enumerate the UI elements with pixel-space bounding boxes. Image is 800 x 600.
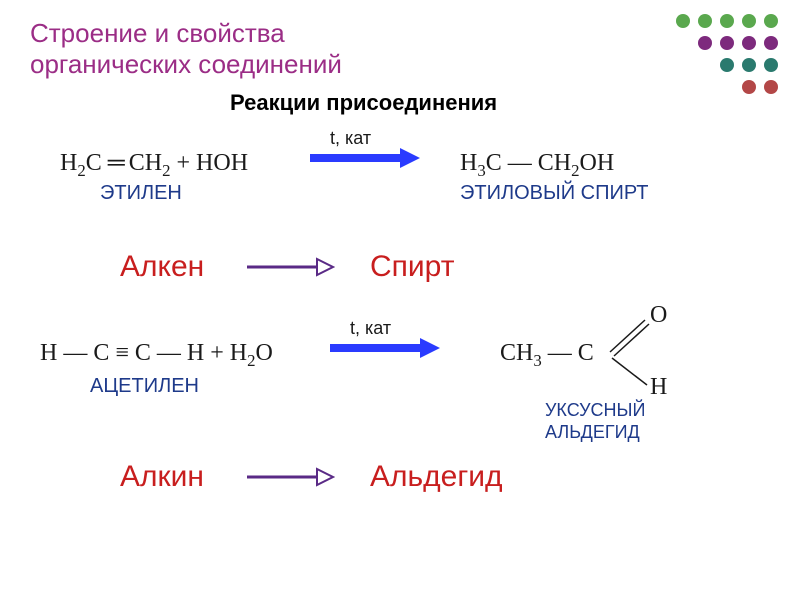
dot	[720, 58, 734, 72]
title-line2: органических соединений	[30, 49, 342, 80]
title-line1: Строение и свойства	[30, 18, 342, 49]
dot	[742, 80, 756, 94]
dot	[720, 14, 734, 28]
summary2-rhs: Альдегид	[370, 460, 503, 494]
reaction2-lhs-label: АЦЕТИЛЕН	[90, 375, 199, 398]
reaction1-lhs-label: ЭТИЛЕН	[100, 182, 182, 205]
reaction1-rhs-formula: H3C — CH2OH	[460, 150, 614, 181]
decorative-dots	[676, 14, 780, 96]
summary1-lhs: Алкен	[120, 250, 204, 284]
reaction1-conditions: t, кат	[330, 128, 371, 149]
subtitle: Реакции присоединения	[230, 90, 497, 116]
dot	[676, 14, 690, 28]
dot	[698, 14, 712, 28]
svg-text:H: H	[650, 374, 667, 400]
dot	[720, 36, 734, 50]
dot	[764, 36, 778, 50]
dot	[764, 80, 778, 94]
reaction2-arrow	[330, 338, 440, 363]
dot	[742, 14, 756, 28]
summary2-lhs: Алкин	[120, 460, 204, 494]
dot	[742, 36, 756, 50]
summary2-arrow	[245, 466, 335, 493]
reaction2-rhs-label-1: УКСУСНЫЙ	[545, 400, 645, 421]
reaction2-rhs-formula: CH3 — C	[500, 340, 594, 371]
reaction1-arrow	[310, 148, 420, 173]
reaction1-rhs-label: ЭТИЛОВЫЙ СПИРТ	[460, 182, 648, 205]
reaction2-conditions: t, кат	[350, 318, 391, 339]
svg-text:O: O	[650, 302, 667, 328]
dot	[742, 58, 756, 72]
dot	[764, 58, 778, 72]
page-title: Строение и свойства органических соедине…	[30, 18, 342, 80]
dot	[764, 14, 778, 28]
dot	[698, 36, 712, 50]
reaction2-lhs-formula: H — C ≡ C — H + H2O	[40, 340, 273, 371]
aldehyde-group: O H	[600, 300, 700, 405]
summary1-rhs: Спирт	[370, 250, 454, 284]
reaction2-rhs-label-2: АЛЬДЕГИД	[545, 422, 640, 443]
reaction1-lhs-formula: H2C ═ CH2 + HOH	[60, 150, 248, 181]
summary1-arrow	[245, 256, 335, 283]
